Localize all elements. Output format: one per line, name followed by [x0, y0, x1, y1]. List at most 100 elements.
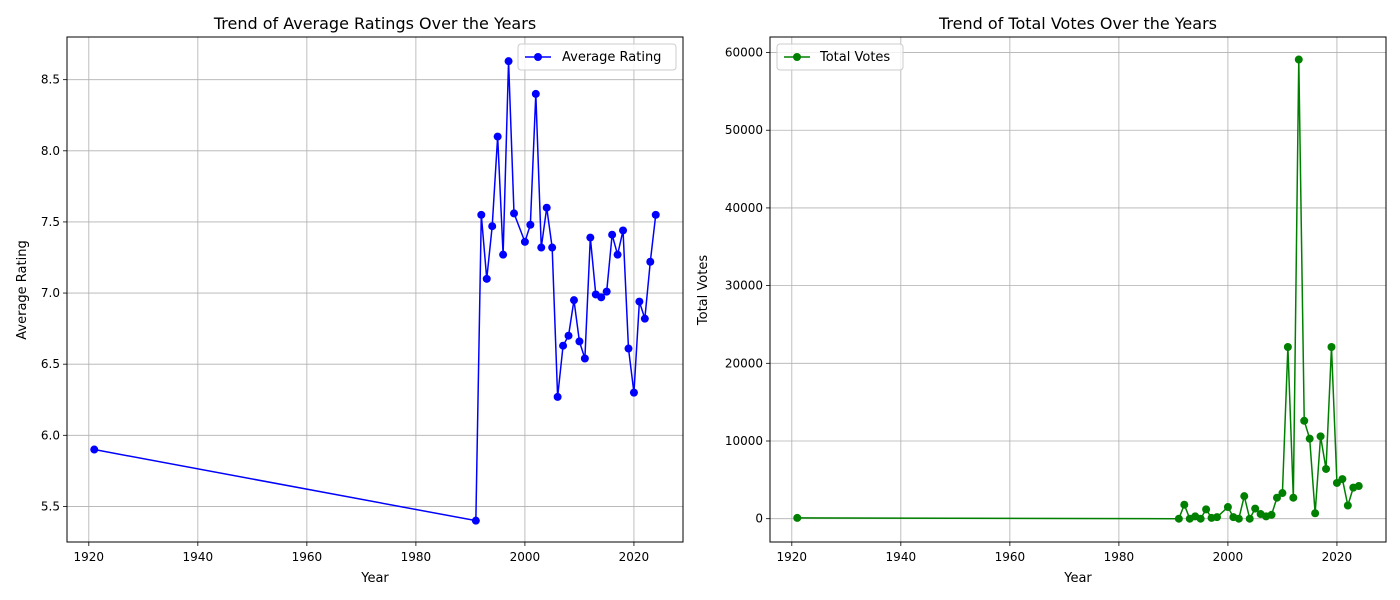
plot-frame	[769, 36, 1387, 543]
data-point	[608, 230, 617, 239]
series	[90, 57, 660, 525]
plot-area	[67, 37, 683, 542]
ticks: 1920 1940 1960 1980 2000 2020 5.5 6.0 6.5 7.0 7.5 8…	[41, 73, 649, 564]
chart-title: Trend of Total Votes Over the Years	[938, 14, 1217, 33]
data-point	[548, 243, 557, 252]
data-point	[471, 516, 480, 525]
y-tick-label: 60000	[725, 46, 763, 60]
y-tick-label: 7.0	[41, 286, 60, 300]
x-tick-label: 1940	[886, 550, 917, 564]
grid	[67, 37, 683, 542]
data-point	[1327, 342, 1336, 351]
chart-title: Trend of Average Ratings Over the Years	[213, 14, 536, 33]
data-point	[640, 314, 649, 323]
data-point	[488, 222, 497, 231]
x-tick-label: 1920	[74, 550, 105, 564]
data-point	[575, 337, 584, 346]
data-point	[646, 257, 655, 266]
legend-box	[517, 43, 677, 71]
data-point	[624, 344, 633, 353]
data-point	[526, 220, 535, 229]
data-point	[1300, 416, 1309, 425]
y-tick-label: 7.5	[41, 215, 60, 229]
data-point	[1251, 504, 1260, 513]
y-axis-label: Total Votes	[696, 255, 711, 326]
data-point	[477, 210, 486, 219]
data-point	[793, 513, 802, 522]
total-votes-chart: 1920 1940 1960 1980 2000 2020 0 10000 20000 30000…	[696, 14, 1387, 586]
data-point	[1343, 501, 1352, 510]
legend-box	[776, 43, 904, 71]
data-point	[1283, 342, 1292, 351]
data-point	[531, 89, 540, 98]
data-point	[1338, 475, 1347, 484]
data-point	[635, 297, 644, 306]
data-point	[1311, 509, 1320, 518]
x-tick-label: 2020	[619, 550, 650, 564]
y-tick-label: 8.5	[41, 73, 60, 87]
data-point	[1174, 514, 1183, 523]
data-point	[1305, 434, 1314, 443]
x-axis-label: Year	[1063, 571, 1092, 586]
y-tick-label: 8.0	[41, 144, 60, 158]
data-point	[613, 250, 622, 259]
y-tick-label: 0	[755, 512, 763, 526]
data-point	[1272, 493, 1281, 502]
data-point	[1202, 505, 1211, 514]
ticks: 1920 1940 1960 1980 2000 2020 0 10000 20000 30000…	[725, 46, 1352, 564]
data-point	[1289, 493, 1298, 502]
y-tick-label: 30000	[725, 279, 763, 293]
y-tick-label: 5.5	[41, 499, 60, 513]
data-point	[504, 57, 513, 66]
x-tick-label: 1980	[1104, 550, 1135, 564]
x-tick-label: 1960	[995, 550, 1026, 564]
data-point	[1294, 55, 1303, 64]
data-point	[1354, 482, 1363, 491]
data-point	[1316, 432, 1325, 441]
x-tick-label: 1960	[292, 550, 323, 564]
data-point	[619, 226, 628, 235]
data-point	[602, 287, 611, 296]
data-point	[564, 331, 573, 340]
data-point	[559, 341, 568, 350]
x-tick-label: 2000	[1213, 550, 1244, 564]
data-point	[586, 233, 595, 242]
data-point	[629, 388, 638, 397]
y-tick-label: 20000	[725, 356, 763, 370]
legend-marker	[534, 53, 542, 61]
series-line	[94, 61, 657, 522]
plot-frame	[66, 36, 684, 543]
legend: Average Rating	[517, 43, 677, 71]
legend-label: Total Votes	[819, 50, 890, 65]
y-tick-label: 6.0	[41, 428, 60, 442]
y-tick-label: 10000	[725, 434, 763, 448]
data-point	[493, 132, 502, 141]
data-point	[1278, 489, 1287, 498]
data-point	[553, 392, 562, 401]
data-point	[542, 203, 551, 212]
x-tick-label: 1980	[401, 550, 432, 564]
y-tick-label: 40000	[725, 201, 763, 215]
data-point	[510, 209, 519, 218]
data-point	[1240, 492, 1249, 501]
data-point	[1213, 513, 1222, 522]
data-point	[1180, 500, 1189, 509]
data-point	[1196, 514, 1205, 523]
x-tick-label: 1940	[183, 550, 214, 564]
data-point	[651, 210, 660, 219]
data-point	[1234, 514, 1243, 523]
legend-label: Average Rating	[562, 50, 661, 65]
data-point	[580, 354, 589, 363]
x-tick-label: 1920	[777, 550, 808, 564]
data-point	[537, 243, 546, 252]
data-point	[569, 296, 578, 305]
x-tick-label: 2000	[510, 550, 541, 564]
data-point	[520, 237, 529, 246]
data-point	[597, 293, 606, 302]
series	[793, 55, 1363, 523]
data-point	[90, 445, 99, 454]
data-point	[1267, 510, 1276, 519]
data-point	[482, 274, 491, 283]
y-tick-label: 50000	[725, 123, 763, 137]
